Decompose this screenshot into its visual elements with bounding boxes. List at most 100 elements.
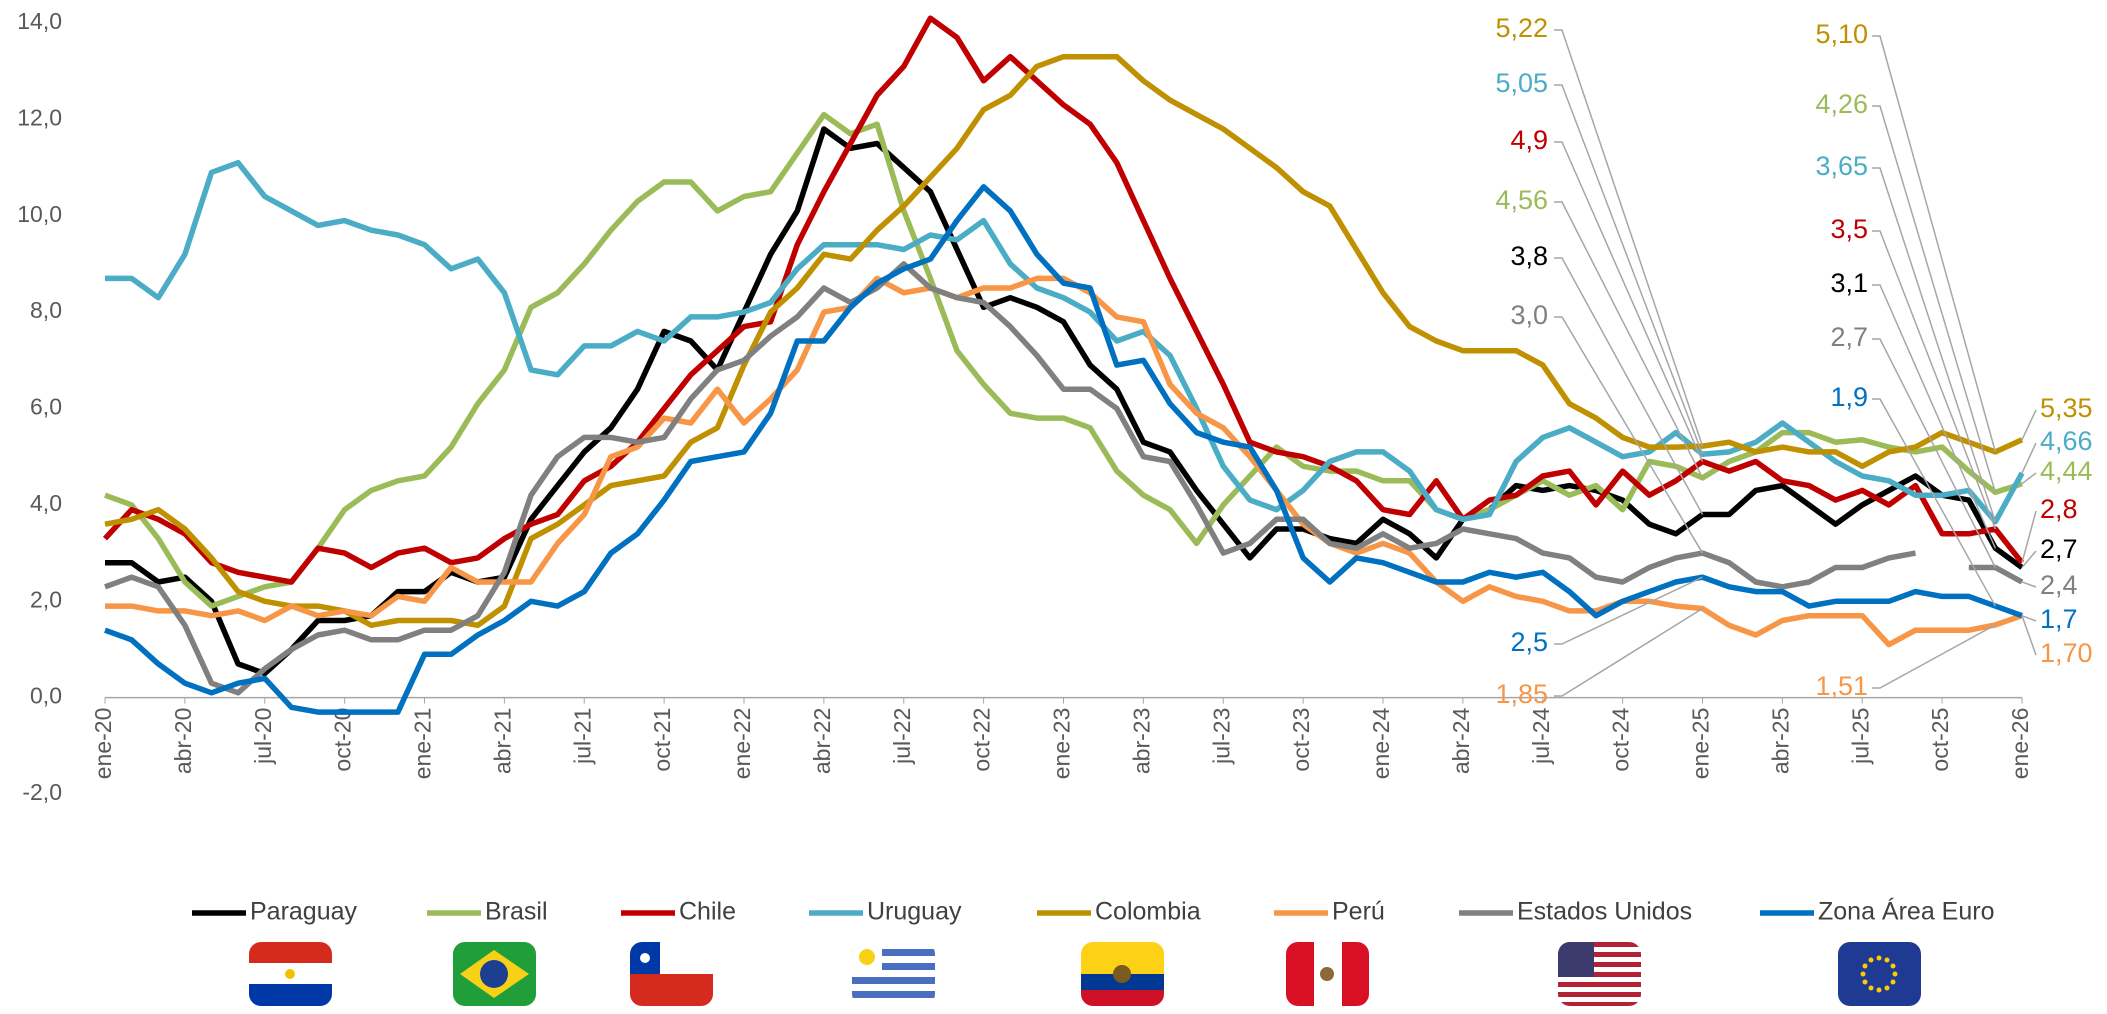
data-label: 1,51 bbox=[1815, 671, 1868, 701]
series-line bbox=[105, 159, 2025, 525]
leader-line bbox=[2021, 581, 2037, 588]
data-label: 3,5 bbox=[1830, 214, 1868, 244]
y-tick-label: 2,0 bbox=[30, 586, 62, 612]
data-label: 4,56 bbox=[1495, 185, 1548, 215]
leader-line bbox=[1872, 230, 1997, 530]
leader-line bbox=[2021, 550, 2037, 569]
x-tick-label: oct-20 bbox=[330, 708, 356, 772]
data-label: 3,1 bbox=[1830, 268, 1868, 298]
data-label: 4,9 bbox=[1510, 125, 1548, 155]
leader-line bbox=[2021, 615, 2037, 656]
data-label: 4,66 bbox=[2040, 426, 2093, 456]
legend-label: Perú bbox=[1332, 898, 1385, 926]
y-tick-label: 12,0 bbox=[17, 104, 62, 130]
x-tick-label: abr-20 bbox=[170, 708, 196, 774]
leader-line bbox=[1554, 257, 1704, 515]
leader-line bbox=[2021, 510, 2037, 563]
series-line bbox=[104, 53, 2024, 629]
x-tick-label: oct-23 bbox=[1288, 708, 1314, 772]
data-label: 5,35 bbox=[2040, 393, 2093, 423]
x-tick-label: abr-22 bbox=[809, 708, 835, 774]
flag-brasil bbox=[453, 942, 536, 1006]
x-tick-label: abr-23 bbox=[1128, 708, 1154, 774]
x-tick-label: abr-25 bbox=[1767, 708, 1793, 774]
x-tick-label: jul-22 bbox=[889, 708, 915, 765]
flag-uruguay bbox=[852, 942, 935, 1006]
x-tick-label: ene-20 bbox=[90, 708, 116, 780]
x-tick-label: abr-24 bbox=[1448, 707, 1474, 774]
x-tick-label: oct-24 bbox=[1608, 707, 1634, 771]
x-tick-label: oct-22 bbox=[969, 708, 995, 772]
data-label: 3,8 bbox=[1510, 241, 1548, 271]
x-tick-label: jul-21 bbox=[569, 708, 595, 765]
x-tick-label: abr-21 bbox=[489, 708, 515, 774]
x-tick-label: jul-20 bbox=[250, 708, 276, 765]
leader-line bbox=[1872, 284, 1997, 549]
x-tick-label: jul-24 bbox=[1528, 707, 1554, 764]
leader-line bbox=[2021, 472, 2037, 485]
flag-colombia bbox=[1081, 942, 1164, 1006]
data-label: 4,26 bbox=[1815, 89, 1868, 119]
leader-line bbox=[1872, 105, 1997, 493]
leader-line bbox=[1554, 141, 1704, 462]
y-tick-label: 10,0 bbox=[17, 201, 62, 227]
data-label: 3,65 bbox=[1815, 151, 1868, 181]
data-label: 1,9 bbox=[1830, 382, 1868, 412]
data-label: 3,0 bbox=[1510, 300, 1548, 330]
x-tick-label: ene-26 bbox=[2007, 708, 2033, 780]
flag-peru bbox=[1286, 942, 1369, 1006]
leader-line bbox=[2021, 615, 2037, 622]
y-tick-label: -2,0 bbox=[22, 779, 62, 805]
data-label: 2,5 bbox=[1510, 627, 1548, 657]
y-tick-label: 8,0 bbox=[30, 297, 62, 323]
data-label: 5,10 bbox=[1815, 19, 1868, 49]
x-tick-label: ene-25 bbox=[1688, 708, 1714, 780]
data-label: 2,4 bbox=[2040, 570, 2078, 600]
y-tick-label: 4,0 bbox=[30, 490, 62, 516]
legend-label: Zona Área Euro bbox=[1818, 897, 1995, 926]
data-label: 1,7 bbox=[2040, 604, 2078, 634]
data-label: 1,85 bbox=[1495, 679, 1548, 709]
x-tick-label: oct-21 bbox=[649, 708, 675, 772]
leader-line bbox=[1554, 29, 1704, 447]
leader-line bbox=[1872, 398, 1997, 607]
data-label: 2,8 bbox=[2040, 494, 2078, 524]
leader-line bbox=[2021, 409, 2037, 441]
legend-label: Paraguay bbox=[250, 898, 358, 926]
leader-line bbox=[1872, 624, 1996, 689]
x-tick-label: ene-21 bbox=[410, 708, 436, 780]
leader-line bbox=[1554, 201, 1704, 479]
x-tick-label: jul-23 bbox=[1208, 708, 1234, 765]
leader-line bbox=[1872, 167, 1997, 522]
x-tick-label: ene-23 bbox=[1049, 708, 1075, 780]
leader-line bbox=[1554, 316, 1704, 554]
flag-estados-unidos bbox=[1558, 942, 1641, 1006]
flag-chile bbox=[630, 942, 713, 1006]
leader-line bbox=[1554, 84, 1704, 455]
leader-line bbox=[2021, 442, 2037, 474]
y-tick-label: 6,0 bbox=[30, 394, 62, 420]
flags bbox=[249, 942, 1921, 1006]
data-label: 5,05 bbox=[1495, 68, 1548, 98]
leader-line bbox=[1554, 576, 1703, 645]
leader-line bbox=[1872, 338, 1997, 568]
data-label: 5,22 bbox=[1495, 13, 1548, 43]
y-tick-label: 0,0 bbox=[30, 683, 62, 709]
legend-label: Brasil bbox=[485, 898, 548, 926]
series-line bbox=[104, 111, 2023, 609]
legend-label: Chile bbox=[679, 898, 736, 926]
leader-line bbox=[1554, 607, 1703, 697]
flag-union-europea bbox=[1838, 942, 1921, 1006]
x-tick-label: ene-24 bbox=[1368, 707, 1394, 779]
leader-line bbox=[1872, 35, 1997, 453]
data-label: 2,7 bbox=[2040, 534, 2078, 564]
legend-label: Estados Unidos bbox=[1517, 898, 1692, 926]
legend-label: Uruguay bbox=[867, 898, 962, 926]
x-tick-label: jul-25 bbox=[1847, 708, 1873, 765]
flag-paraguay bbox=[249, 942, 332, 1006]
data-label: 1,70 bbox=[2040, 638, 2093, 668]
data-label: 2,7 bbox=[1830, 322, 1868, 352]
x-tick-label: oct-25 bbox=[1927, 708, 1953, 772]
